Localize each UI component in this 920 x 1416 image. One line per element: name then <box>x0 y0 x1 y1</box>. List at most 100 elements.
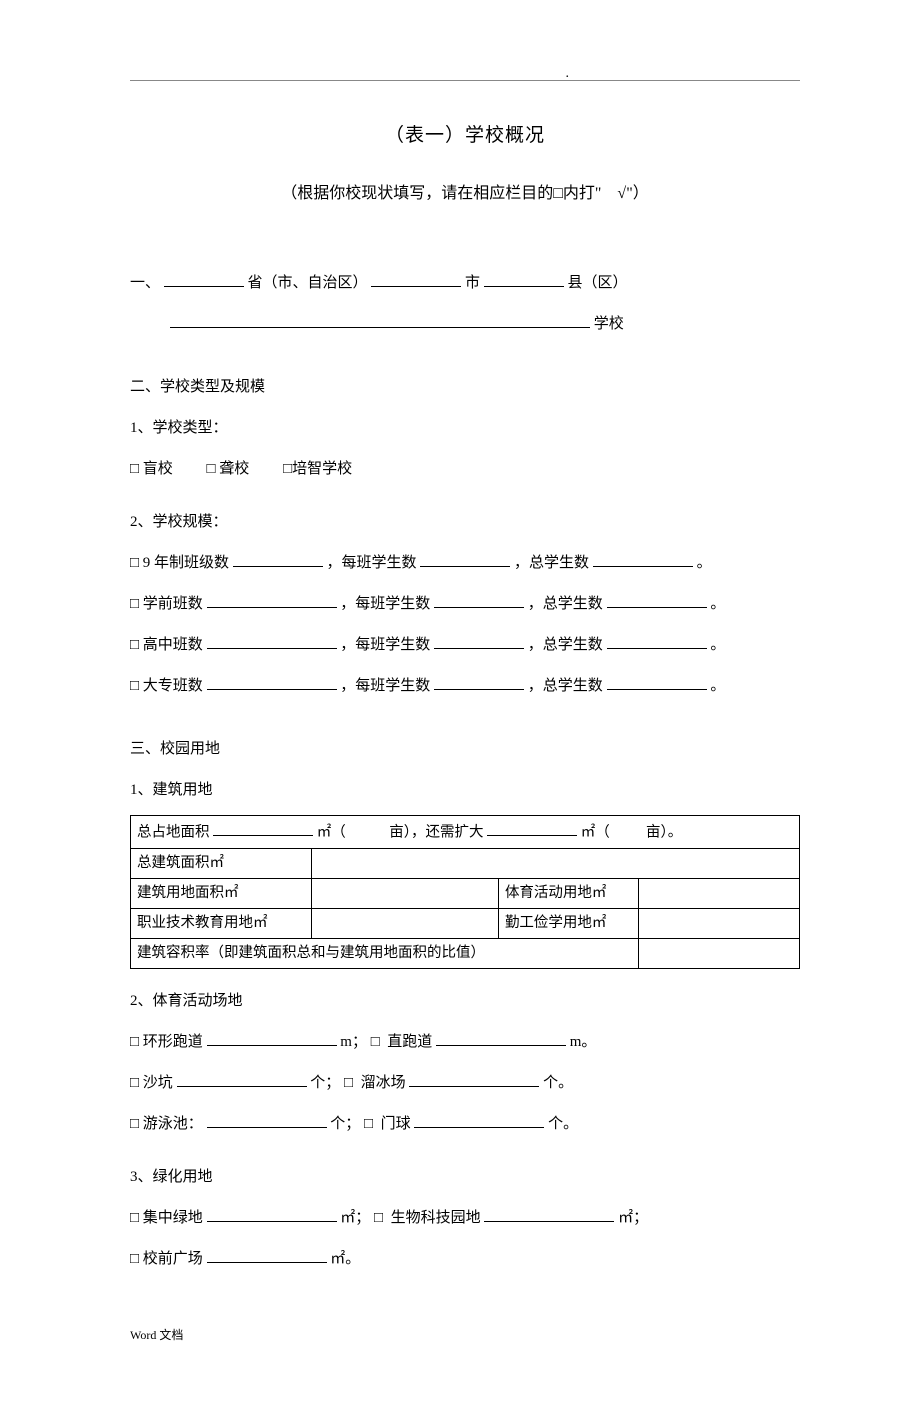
checkbox-college[interactable]: □ <box>130 678 139 695</box>
cell-sport-area-val[interactable] <box>639 878 800 908</box>
blank-high-per[interactable] <box>434 631 524 649</box>
label-college: 大专班数 <box>143 678 203 694</box>
blank-county[interactable] <box>484 269 564 287</box>
blank-college-classes[interactable] <box>207 672 337 690</box>
cell-ratio-val[interactable] <box>639 939 800 969</box>
row-nine: □ 9 年制班级数 ，每班学生数 ，总学生数 。 <box>130 547 800 580</box>
blank-pool[interactable] <box>207 1110 327 1128</box>
table-row: 建筑用地面积㎡ 体育活动用地㎡ <box>131 878 800 908</box>
checkbox-ring[interactable]: □ <box>130 1034 139 1051</box>
checkbox-sand[interactable]: □ <box>130 1075 139 1092</box>
checkbox-pre[interactable]: □ <box>130 596 139 613</box>
blank-ring[interactable] <box>207 1028 337 1046</box>
blank-bio[interactable] <box>484 1204 614 1222</box>
checkbox-nine[interactable]: □ <box>130 555 139 572</box>
period: 。 <box>710 637 725 653</box>
label-plaza: 校前广场 <box>143 1251 203 1267</box>
blank-high-total[interactable] <box>607 631 707 649</box>
table-row: 总占地面积 ㎡（ 亩），还需扩大 ㎡（ 亩）。 <box>131 815 800 848</box>
checkbox-high[interactable]: □ <box>130 637 139 654</box>
label-mu-expand: 亩），还需扩大 <box>389 824 483 840</box>
blank-nine-per[interactable] <box>420 549 510 567</box>
label-pool: 游泳池： <box>143 1116 203 1132</box>
cell-total-building: 总建筑面积㎡ <box>131 848 312 878</box>
checkbox-gate[interactable]: □ <box>364 1116 373 1133</box>
cell-vocation-area-val[interactable] <box>311 908 498 938</box>
blank-high-classes[interactable] <box>207 631 337 649</box>
blank-pre-per[interactable] <box>434 590 524 608</box>
checkbox-center-green[interactable]: □ <box>130 1210 139 1227</box>
label-deaf: 聋校 <box>219 461 249 477</box>
unit-pool: 个； <box>330 1116 360 1132</box>
row-pre: □ 学前班数 ，每班学生数 ，总学生数 。 <box>130 588 800 621</box>
unit-plaza: ㎡。 <box>330 1251 360 1267</box>
section-2: 二、学校类型及规模 1、学校类型： □ 盲校 □ 聋校 □培智学校 2、学校规模… <box>130 371 800 703</box>
blank-college-total[interactable] <box>607 672 707 690</box>
sec2-heading: 二、学校类型及规模 <box>130 371 800 404</box>
cell-sport-area: 体育活动用地㎡ <box>498 878 638 908</box>
label-total: ，总学生数 <box>528 596 603 612</box>
sec3-p2: 2、体育活动场地 <box>130 985 800 1018</box>
row-college: □ 大专班数 ，每班学生数 ，总学生数 。 <box>130 670 800 703</box>
cell-total-land: 总占地面积 ㎡（ 亩），还需扩大 ㎡（ 亩）。 <box>131 815 800 848</box>
blank-gate[interactable] <box>414 1110 544 1128</box>
section-1: 一、 省（市、自治区） 市 县（区） 学校 <box>130 267 800 341</box>
label-peizhi: 培智学校 <box>292 461 352 477</box>
label-perclass: ，每班学生数 <box>340 678 430 694</box>
cell-build-area-val[interactable] <box>311 878 498 908</box>
row-green1: □ 集中绿地 ㎡； □ 生物科技园地 ㎡； <box>130 1202 800 1235</box>
blank-college-per[interactable] <box>434 672 524 690</box>
period: 。 <box>697 555 712 571</box>
unit-bio: ㎡； <box>618 1210 648 1226</box>
page-subtitle: （根据你校现状填写，请在相应栏目的□内打" √"） <box>130 181 800 207</box>
blank-city[interactable] <box>371 269 461 287</box>
blank-center-green[interactable] <box>207 1204 337 1222</box>
label-perclass: ，每班学生数 <box>340 637 430 653</box>
blank-total-land[interactable] <box>213 819 313 836</box>
label-bio: 生物科技园地 <box>391 1210 481 1226</box>
checkbox-straight[interactable]: □ <box>371 1034 380 1051</box>
blank-pre-classes[interactable] <box>207 590 337 608</box>
blank-sand[interactable] <box>177 1069 307 1087</box>
cell-build-area: 建筑用地面积㎡ <box>131 878 312 908</box>
header-rule <box>130 80 800 81</box>
table-row: 建筑容积率（即建筑面积总和与建筑用地面积的比值） <box>131 939 800 969</box>
checkbox-deaf[interactable]: □ <box>207 461 216 478</box>
blank-nine-total[interactable] <box>593 549 693 567</box>
blank-pre-total[interactable] <box>607 590 707 608</box>
unit-center-green: ㎡； <box>340 1210 370 1226</box>
page-title: （表一）学校概况 <box>130 121 800 151</box>
line-location: 一、 省（市、自治区） 市 县（区） <box>130 267 800 300</box>
checkbox-blind[interactable]: □ <box>130 461 139 478</box>
label-sand: 沙坑 <box>143 1075 173 1091</box>
label-county: 县（区） <box>568 275 628 291</box>
cell-work-study-val[interactable] <box>639 908 800 938</box>
row-high: □ 高中班数 ，每班学生数 ，总学生数 。 <box>130 629 800 662</box>
period: 。 <box>710 596 725 612</box>
blank-plaza[interactable] <box>207 1245 327 1263</box>
label-mu2: 亩）。 <box>646 824 682 840</box>
label-total: ，总学生数 <box>528 637 603 653</box>
row-green2: □ 校前广场 ㎡。 <box>130 1243 800 1276</box>
blank-nine-classes[interactable] <box>233 549 323 567</box>
cell-total-building-val[interactable] <box>311 848 799 878</box>
blank-province[interactable] <box>164 269 244 287</box>
sec3-heading: 三、校园用地 <box>130 733 800 766</box>
table-row: 总建筑面积㎡ <box>131 848 800 878</box>
label-blind: 盲校 <box>143 461 173 477</box>
checkbox-pool[interactable]: □ <box>130 1116 139 1133</box>
checkbox-skate[interactable]: □ <box>344 1075 353 1092</box>
blank-expand[interactable] <box>487 819 577 836</box>
label-high: 高中班数 <box>143 637 203 653</box>
blank-straight[interactable] <box>436 1028 566 1046</box>
sec2-p2: 2、学校规模： <box>130 506 800 539</box>
blank-skate[interactable] <box>409 1069 539 1087</box>
blank-school[interactable] <box>170 310 590 328</box>
checkbox-bio[interactable]: □ <box>374 1210 383 1227</box>
cell-vocation-area: 职业技术教育用地㎡ <box>131 908 312 938</box>
checkbox-peizhi[interactable]: □ <box>283 461 292 478</box>
line-school: 学校 <box>170 308 800 341</box>
label-straight: 直跑道 <box>387 1034 432 1050</box>
checkbox-plaza[interactable]: □ <box>130 1251 139 1268</box>
sec1-num: 一、 <box>130 275 160 291</box>
